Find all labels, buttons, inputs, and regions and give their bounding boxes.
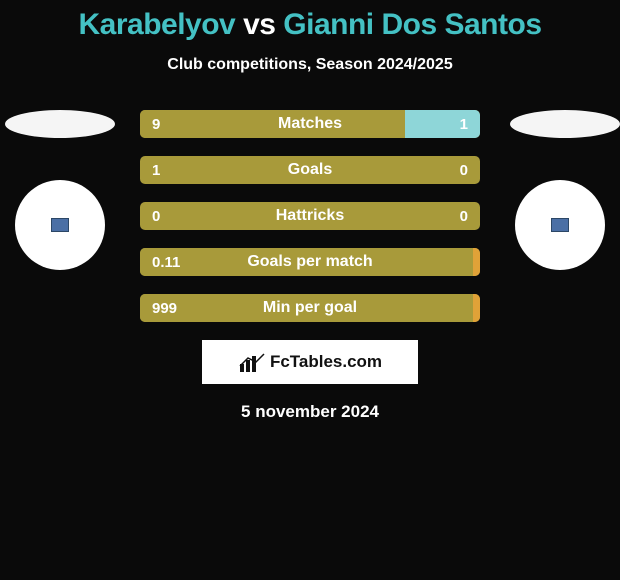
comparison-title: Karabelyov vs Gianni Dos Santos	[0, 0, 620, 42]
brand-chart-icon	[238, 352, 266, 372]
stat-left-value: 9	[140, 116, 172, 133]
player1-column	[0, 110, 120, 270]
stat-left-value: 999	[140, 300, 189, 317]
player2-name: Gianni Dos Santos	[283, 8, 541, 41]
stat-left-value: 0.11	[140, 254, 192, 271]
branding: FcTables.com	[202, 340, 418, 384]
stat-right-value: 0	[448, 208, 480, 225]
date-text: 5 november 2024	[0, 402, 620, 422]
stat-right-segment: 1	[405, 110, 480, 138]
stat-left-value: 0	[140, 208, 172, 225]
player1-flag-icon	[5, 110, 115, 138]
brand-text: FcTables.com	[270, 352, 382, 372]
stat-left-value: 1	[140, 162, 172, 179]
vs-text: vs	[243, 8, 275, 41]
player1-club-icon	[15, 180, 105, 270]
stat-right-segment	[473, 294, 480, 322]
stat-left-segment: 1	[140, 156, 480, 184]
stat-left-segment: 9	[140, 110, 405, 138]
subtitle: Club competitions, Season 2024/2025	[0, 56, 620, 74]
club-badge-icon	[551, 218, 569, 232]
stat-right-segment	[473, 248, 480, 276]
club-badge-icon	[51, 218, 69, 232]
stat-left-segment: 0	[140, 202, 480, 230]
stat-left-segment: 0.11	[140, 248, 473, 276]
player1-name: Karabelyov	[78, 8, 235, 41]
stat-right-value: 1	[448, 116, 480, 133]
player2-club-icon	[515, 180, 605, 270]
stat-bars: 91Matches10Goals00Hattricks0.11Goals per…	[140, 110, 480, 322]
stat-bar: 999Min per goal	[140, 294, 480, 322]
comparison-layout: 91Matches10Goals00Hattricks0.11Goals per…	[0, 110, 620, 322]
stat-bar: 00Hattricks	[140, 202, 480, 230]
stat-left-segment: 999	[140, 294, 473, 322]
player2-column	[500, 110, 620, 270]
stat-bar: 91Matches	[140, 110, 480, 138]
stat-right-value: 0	[448, 162, 480, 179]
player2-flag-icon	[510, 110, 620, 138]
stat-bar: 0.11Goals per match	[140, 248, 480, 276]
stat-bar: 10Goals	[140, 156, 480, 184]
